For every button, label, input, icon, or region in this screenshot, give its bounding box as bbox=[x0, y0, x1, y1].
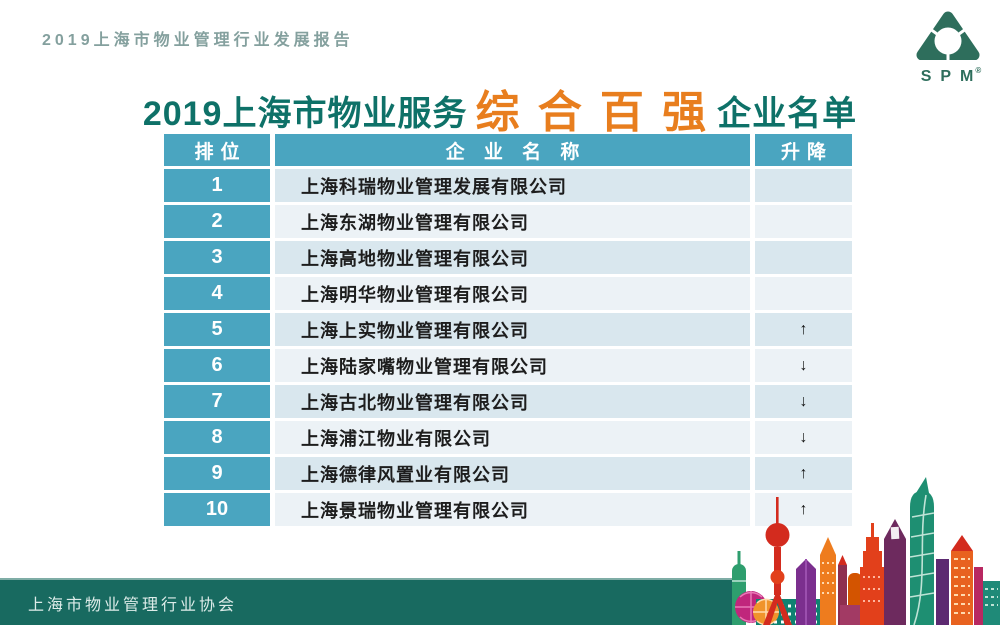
rank-cell: 9 bbox=[164, 457, 270, 490]
spm-logo-text: SPM® bbox=[920, 66, 983, 85]
footer-bar: 上海市物业管理行业协会 bbox=[0, 578, 736, 625]
change-indicator: ↓ bbox=[755, 421, 852, 454]
footer-association-name: 上海市物业管理行业协会 bbox=[28, 596, 238, 614]
rank-cell: 8 bbox=[164, 421, 270, 454]
spm-triangle-icon bbox=[916, 11, 980, 64]
company-name-cell: 上海景瑞物业管理有限公司 bbox=[275, 493, 750, 526]
registered-mark: ® bbox=[975, 66, 982, 75]
company-name-cell: 上海古北物业管理有限公司 bbox=[275, 385, 750, 418]
spm-logo: SPM® bbox=[905, 8, 991, 86]
company-name-cell: 上海明华物业管理有限公司 bbox=[275, 277, 750, 310]
company-name-cell: 上海上实物业管理有限公司 bbox=[275, 313, 750, 346]
company-name-cell: 上海陆家嘴物业管理有限公司 bbox=[275, 349, 750, 382]
change-indicator: ↓ bbox=[755, 385, 852, 418]
page-title: 2019上海市物业服务 综 合 百 强 企业名单 bbox=[0, 74, 1000, 138]
title-suffix: 企业名单 bbox=[717, 95, 858, 133]
change-indicator: ↑ bbox=[755, 493, 852, 526]
rank-cell: 4 bbox=[164, 277, 270, 310]
rank-cell: 1 bbox=[164, 169, 270, 202]
change-indicator bbox=[755, 169, 852, 202]
change-indicator: ↑ bbox=[755, 457, 852, 490]
column-header-company: 企 业 名 称 bbox=[275, 134, 750, 166]
rank-cell: 5 bbox=[164, 313, 270, 346]
company-name-cell: 上海德律风置业有限公司 bbox=[275, 457, 750, 490]
shanghai-skyline-illustration bbox=[732, 477, 1000, 625]
title-highlight: 综 合 百 强 bbox=[475, 88, 710, 137]
company-name-cell: 上海东湖物业管理有限公司 bbox=[275, 205, 750, 238]
rank-cell: 3 bbox=[164, 241, 270, 274]
ranking-table: 排位 企 业 名 称 升降 1 上海科瑞物业管理发展有限公司 2 上海东湖物业管… bbox=[164, 134, 852, 526]
rank-cell: 6 bbox=[164, 349, 270, 382]
rank-cell: 10 bbox=[164, 493, 270, 526]
shanghai-tower-icon bbox=[909, 477, 935, 625]
company-name-cell: 上海科瑞物业管理发展有限公司 bbox=[275, 169, 750, 202]
change-indicator bbox=[755, 205, 852, 238]
title-prefix: 2019上海市物业服务 bbox=[142, 95, 468, 133]
oriental-pearl-icon bbox=[763, 497, 792, 625]
change-indicator: ↑ bbox=[755, 313, 852, 346]
change-indicator bbox=[755, 241, 852, 274]
rank-cell: 7 bbox=[164, 385, 270, 418]
company-name-cell: 上海高地物业管理有限公司 bbox=[275, 241, 750, 274]
column-header-rank: 排位 bbox=[164, 134, 270, 166]
report-header: 2019上海市物业管理行业发展报告 bbox=[42, 32, 354, 49]
change-indicator: ↓ bbox=[755, 349, 852, 382]
company-name-cell: 上海浦江物业有限公司 bbox=[275, 421, 750, 454]
column-header-change: 升降 bbox=[755, 134, 852, 166]
change-indicator bbox=[755, 277, 852, 310]
rank-cell: 2 bbox=[164, 205, 270, 238]
